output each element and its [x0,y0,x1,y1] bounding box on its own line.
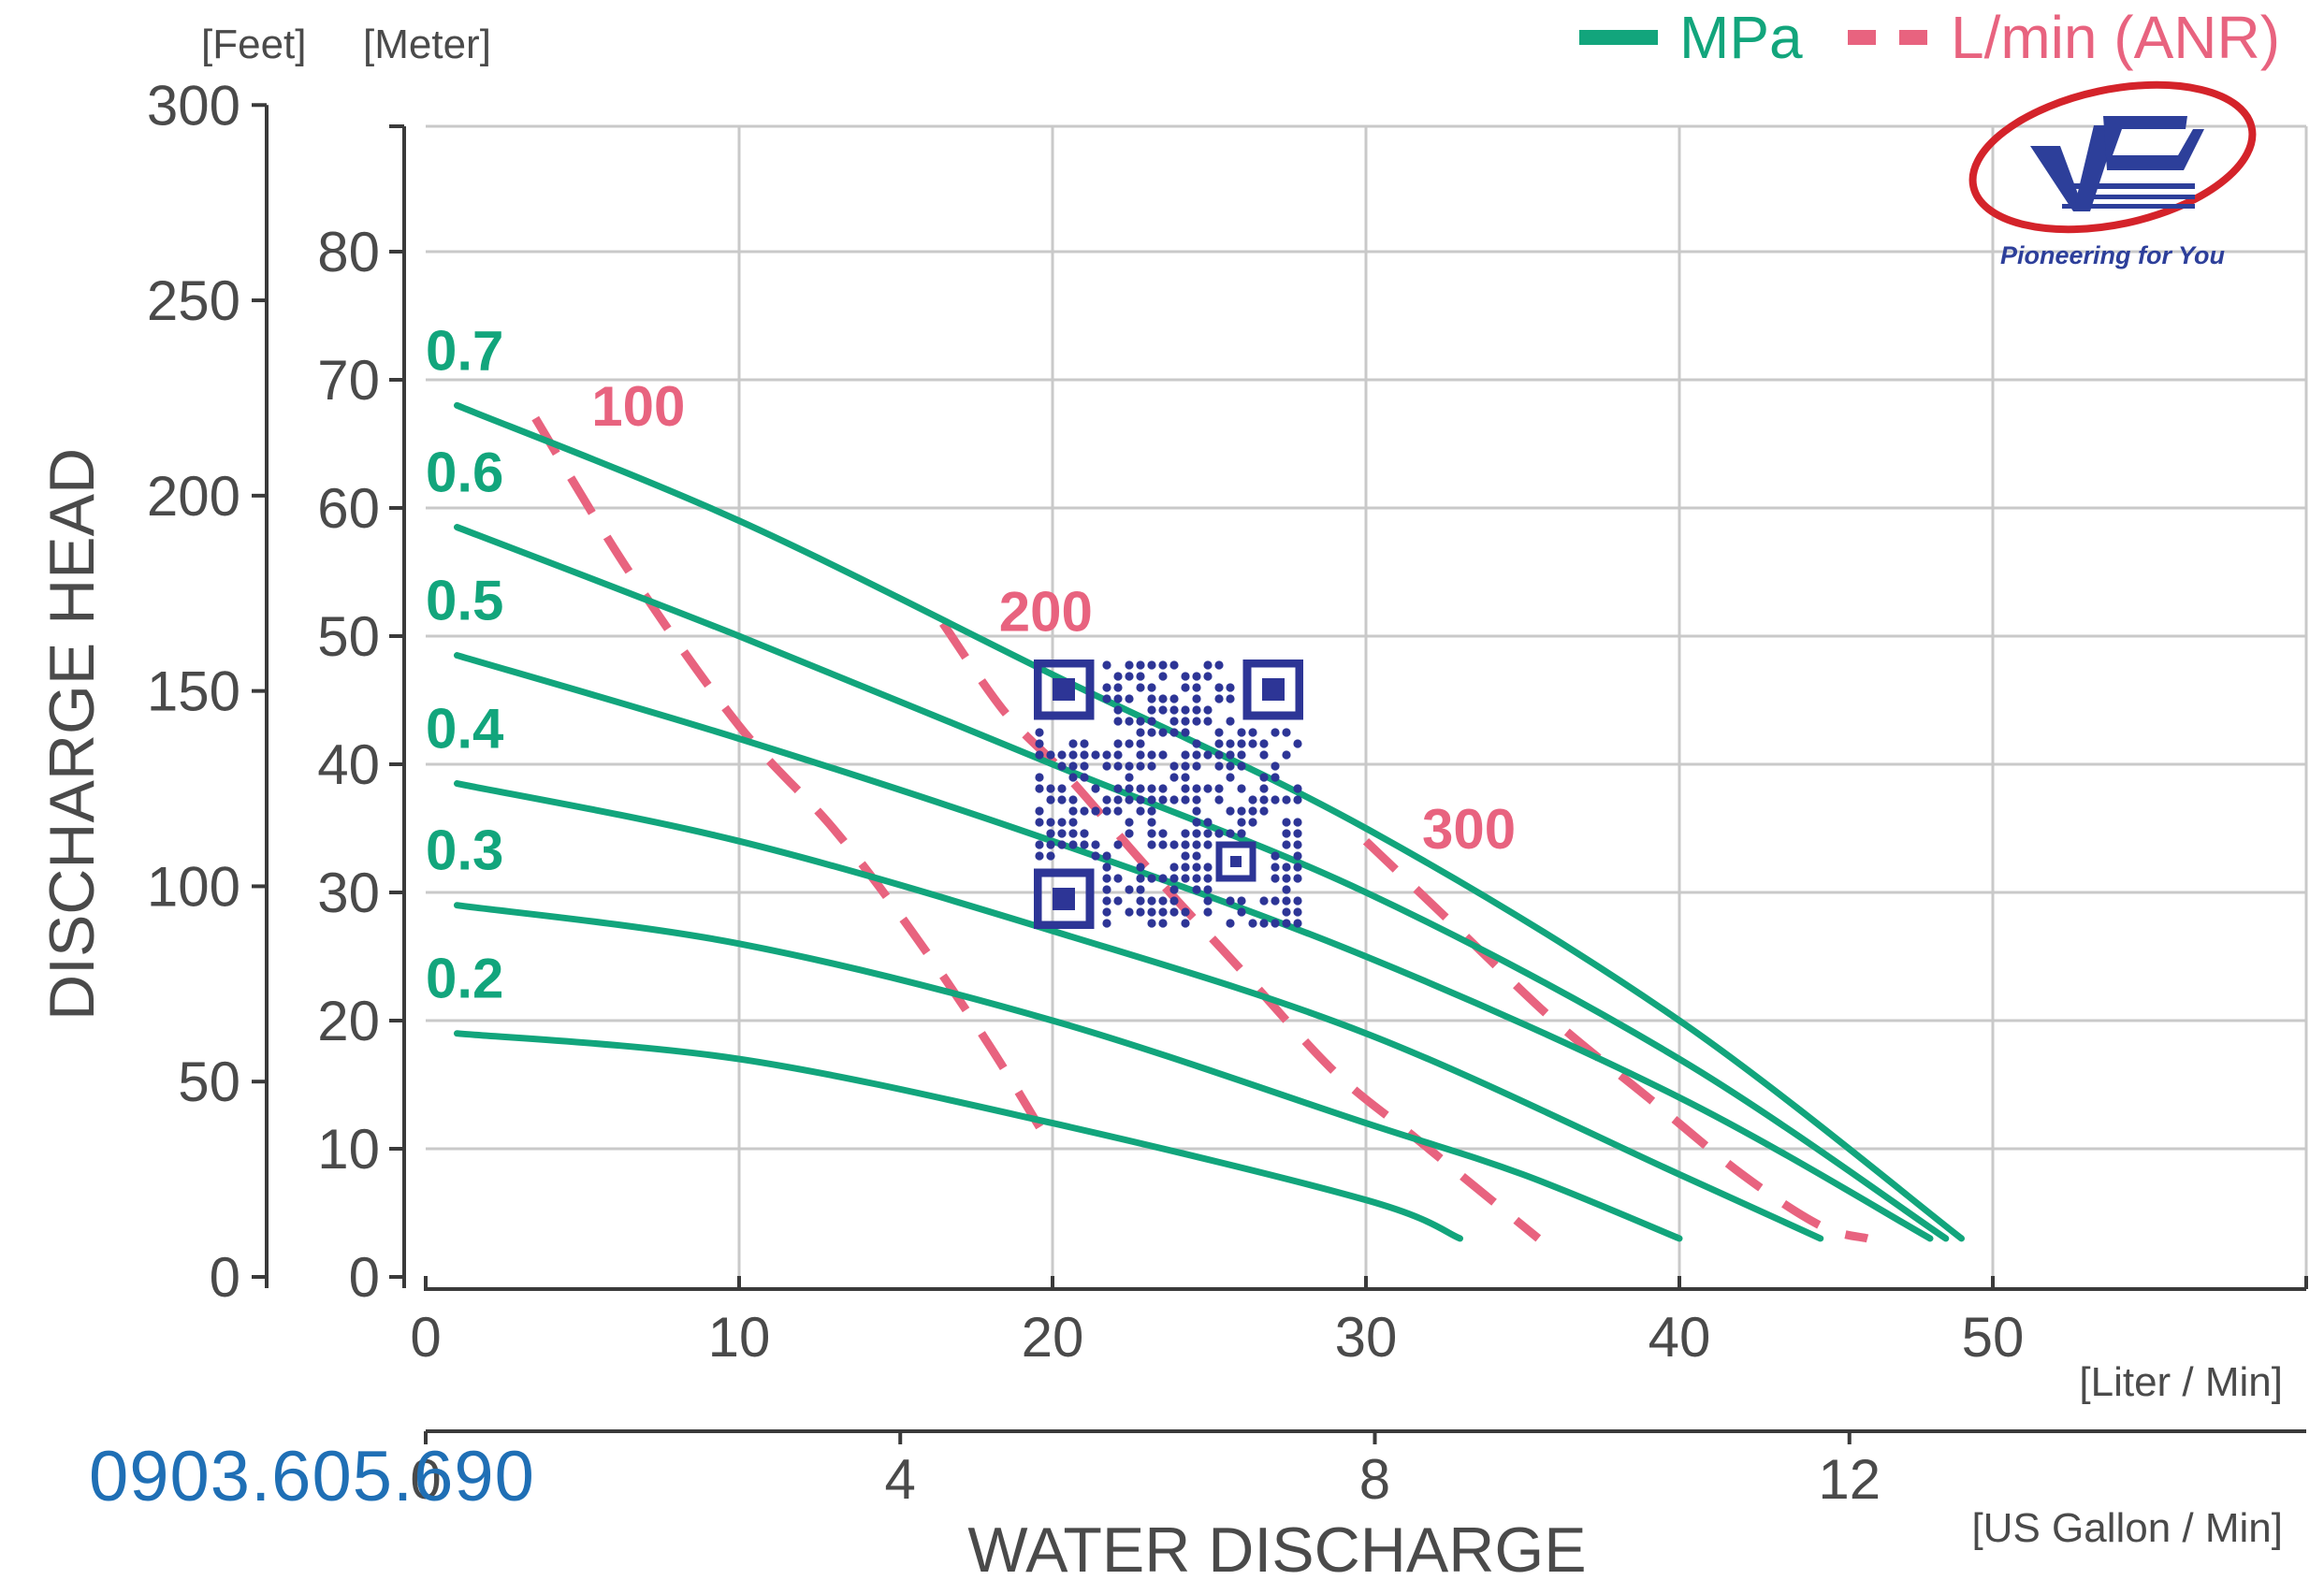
x-axis-title: WATER DISCHARGE [967,1515,1586,1580]
feet-tick-label-0: 0 [210,1246,240,1309]
pressure-line-0.5 [454,652,1934,1242]
feet-tick-label-300: 300 [147,74,240,137]
pressure-line-0.2 [454,1030,1463,1242]
gallon-tick-label-0: 0 [410,1448,441,1511]
x-unit-gallon: [US Gallon / Min] [1971,1505,2283,1551]
liter-tick-label-0: 0 [410,1306,441,1369]
feet-tick-label-200: 200 [147,465,240,528]
airflow-line-200 [939,620,1542,1242]
logo-mark-icon [1968,80,2257,234]
liter-tick-label-50: 50 [1962,1306,2025,1369]
legend-mpa-label: MPa [1679,4,1803,71]
meter-tick-label-0: 0 [349,1246,380,1309]
pressure-label-0.7: 0.7 [426,319,503,382]
liter-tick-label-20: 20 [1022,1306,1084,1369]
meter-tick-label-60: 60 [317,477,380,540]
y-unit-feet: [Feet] [201,22,307,67]
series-labels: 100 200 300 0.7 0.6 0.5 0.4 0.3 0.2 [426,319,1516,1009]
meter-tick-label-40: 40 [317,733,380,796]
meter-tick-label-50: 50 [317,605,380,668]
legend: MPa L/min (ANR) [1579,4,2280,71]
gallon-tick-label-12: 12 [1818,1448,1881,1511]
pressure-line-0.4 [454,780,1824,1242]
meter-tick-label-80: 80 [317,221,380,283]
airflow-line-100 [531,415,1056,1152]
meter-tick-label-10: 10 [317,1118,380,1181]
airflow-label-100: 100 [591,375,685,438]
qr-code [1034,660,1303,929]
feet-tick-label-150: 150 [147,660,240,723]
feet-tick-label-100: 100 [147,855,240,918]
pressure-label-0.5: 0.5 [426,570,503,632]
pressure-label-0.6: 0.6 [426,442,503,504]
gallon-tick-label-8: 8 [1359,1448,1390,1511]
y-axis-title: DISCHARGE HEAD [36,448,108,1021]
pressure-series-group [454,401,1965,1242]
meter-tick-label-70: 70 [317,349,380,412]
pressure-label-0.3: 0.3 [426,819,503,882]
meter-tick-label-30: 30 [317,862,380,924]
legend-anr-label: L/min (ANR) [1951,4,2280,71]
liter-tick-label-40: 40 [1649,1306,1711,1369]
gallon-tick-label-4: 4 [885,1448,916,1511]
pressure-line-0.6 [454,524,1950,1242]
pressure-label-0.2: 0.2 [426,948,503,1010]
pressure-line-0.3 [454,902,1683,1242]
y-unit-meter: [Meter] [363,22,491,67]
airflow-line-300 [1362,837,1869,1243]
airflow-label-300: 300 [1422,798,1516,861]
airflow-label-200: 200 [999,580,1093,643]
meter-tick-label-20: 20 [317,990,380,1052]
pressure-label-0.4: 0.4 [426,698,504,761]
liter-tick-label-10: 10 [708,1306,771,1369]
feet-tick-label-250: 250 [147,269,240,332]
x-unit-liter: [Liter / Min] [2079,1359,2283,1405]
logo-tagline: Pioneering for You [1999,241,2226,269]
airflow-series-group [531,415,1869,1243]
phone-number[interactable]: 0903.605.690 [89,1437,535,1516]
feet-tick-label-50: 50 [178,1051,240,1113]
company-logo: Pioneering for You [1963,80,2262,286]
liter-tick-label-30: 30 [1335,1306,1398,1369]
